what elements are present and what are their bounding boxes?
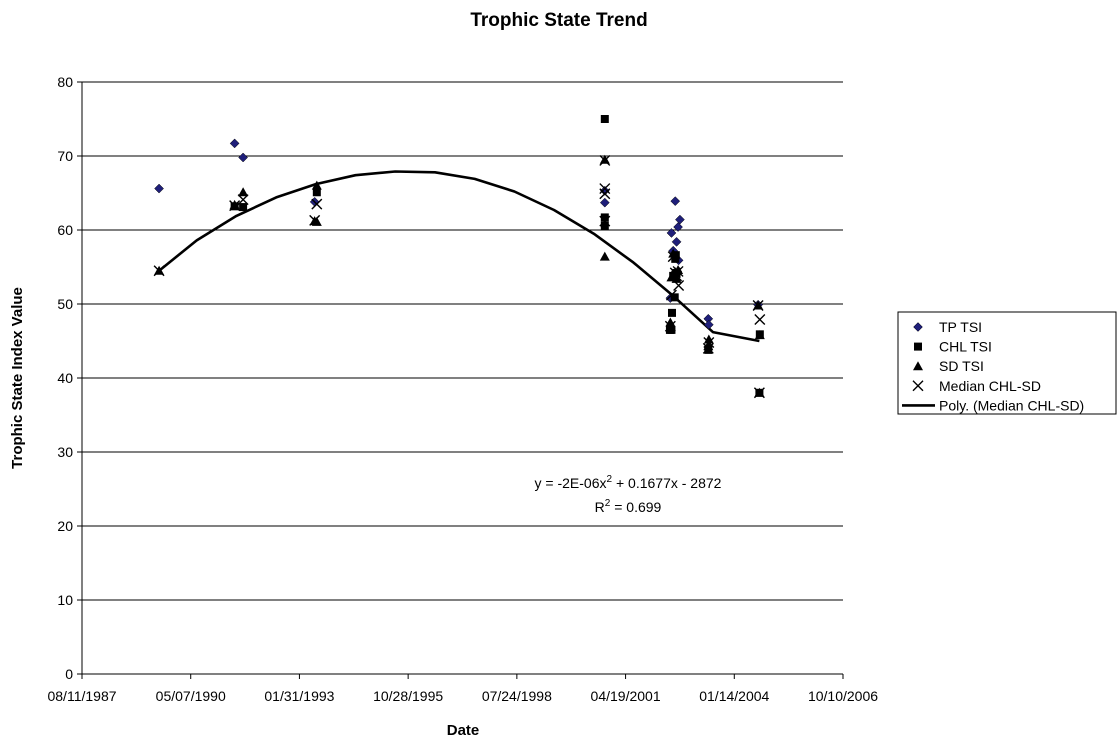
x-tick-label: 07/24/1998 [482, 688, 552, 704]
legend-label-chl-tsi: CHL TSI [939, 339, 992, 355]
y-tick-label: 60 [57, 222, 73, 238]
r-squared-part2: = 0.699 [610, 499, 661, 515]
point-median-chl-sd [667, 251, 679, 263]
point-sd-tsi [311, 180, 322, 190]
trend-equation-part2: + 0.1677x - 2872 [612, 475, 722, 491]
point-median-chl-sd [153, 265, 165, 277]
point-chl-tsi [670, 293, 679, 302]
x-axis-ticks: 08/11/1987 05/07/1990 01/31/1993 10/28/1995… [47, 674, 878, 704]
point-median-chl-sd [229, 200, 241, 212]
x-axis-title: Date [447, 722, 480, 738]
y-tick-label: 20 [57, 518, 73, 534]
trendline-layer [158, 170, 760, 343]
point-tp-tsi [599, 185, 610, 196]
y-axis-ticks: 0 10 20 30 40 50 60 70 80 [57, 74, 82, 682]
x-tick-label: 01/31/1993 [264, 688, 334, 704]
point-median-chl-sd [672, 265, 684, 277]
point-tp-tsi [154, 183, 164, 194]
legend-label-tp-tsi: TP TSI [939, 319, 982, 335]
point-median-chl-sd [599, 215, 611, 227]
point-chl-tsi [600, 221, 609, 230]
legend-swatch-tp-tsi [913, 322, 923, 332]
y-tick-label: 80 [57, 74, 73, 90]
point-median-chl-sd [754, 314, 766, 326]
point-median-chl-sd [311, 198, 323, 210]
x-tick-label: 05/07/1990 [156, 688, 226, 704]
y-tick-label: 0 [65, 666, 73, 682]
point-tp-tsi [599, 197, 610, 208]
point-median-chl-sd [599, 188, 611, 200]
point-median-chl-sd [752, 299, 764, 311]
y-tick-label: 70 [57, 148, 73, 164]
r-squared-part1: R [595, 499, 605, 515]
legend-box [897, 311, 1117, 415]
point-tp-tsi [673, 222, 683, 232]
trendline-poly-median [158, 170, 760, 343]
point-median-chl-sd [664, 320, 676, 332]
point-tp-tsi [666, 228, 677, 238]
point-median-chl-sd [669, 267, 681, 279]
point-median-chl-sd [309, 214, 321, 226]
point-median-chl-sd [673, 280, 685, 291]
x-tick-label: 10/28/1995 [373, 688, 443, 704]
point-chl-tsi [600, 213, 609, 222]
point-tp-tsi [671, 236, 682, 247]
point-tp-tsi [238, 152, 248, 163]
point-sd-tsi [703, 341, 714, 351]
point-median-chl-sd [599, 183, 611, 195]
legend-label-poly-median-chl-sd: Poly. (Median CHL-SD) [939, 397, 1084, 413]
trend-equation-part1: y = -2E-06x [535, 475, 607, 491]
point-median-chl-sd [599, 154, 611, 166]
point-sd-tsi [668, 248, 679, 258]
y-axis-title: Trophic State Index Value [9, 287, 26, 469]
point-tp-tsi [675, 214, 685, 225]
x-tick-label: 04/19/2001 [591, 688, 661, 704]
legend-swatch-median-chl-sd [912, 380, 924, 392]
point-sd-tsi [703, 334, 714, 344]
x-tick-label: 01/14/2004 [699, 688, 769, 704]
trend-equation-sup: 2 [607, 474, 613, 485]
point-sd-tsi [599, 251, 610, 261]
point-chl-tsi [667, 308, 676, 317]
point-sd-tsi [238, 187, 249, 197]
point-sd-tsi [754, 330, 765, 340]
legend: TP TSI CHL TSI SD TSI Median CHL-SD Poly. (M… [897, 311, 1117, 415]
y-tick-label: 30 [57, 444, 73, 460]
legend-label-median-chl-sd: Median CHL-SD [939, 378, 1041, 394]
point-median-chl-sd [237, 194, 249, 206]
point-sd-tsi [229, 199, 240, 209]
point-median-chl-sd [665, 289, 677, 301]
r-squared-sup: 2 [605, 498, 611, 509]
point-tp-tsi [703, 319, 714, 330]
point-chl-tsi [239, 203, 248, 212]
point-median-chl-sd [703, 336, 715, 348]
gridlines [82, 81, 843, 601]
y-tick-label: 50 [57, 296, 73, 312]
point-tp-tsi [229, 138, 240, 149]
legend-swatch-sd-tsi [913, 361, 923, 371]
legend-label-sd-tsi: SD TSI [939, 358, 984, 374]
data-points-layer [153, 115, 766, 399]
point-chl-tsi [312, 188, 321, 197]
legend-swatch-chl-tsi [914, 342, 922, 351]
chart-title: Trophic State Trend [470, 10, 647, 31]
point-chl-tsi [600, 115, 609, 123]
x-tick-label: 08/11/1987 [47, 688, 116, 704]
x-tick-label: 10/10/2006 [808, 688, 878, 704]
r-squared: R2 = 0.699 [595, 498, 662, 515]
point-sd-tsi [599, 154, 610, 164]
point-sd-tsi [311, 216, 322, 226]
point-median-chl-sd [753, 387, 765, 399]
trend-equation: y = -2E-06x2 + 0.1677x - 2872 [535, 474, 722, 491]
y-tick-label: 40 [57, 370, 73, 386]
point-tp-tsi [670, 196, 681, 206]
y-tick-label: 10 [57, 592, 73, 608]
point-chl-tsi [667, 325, 676, 334]
